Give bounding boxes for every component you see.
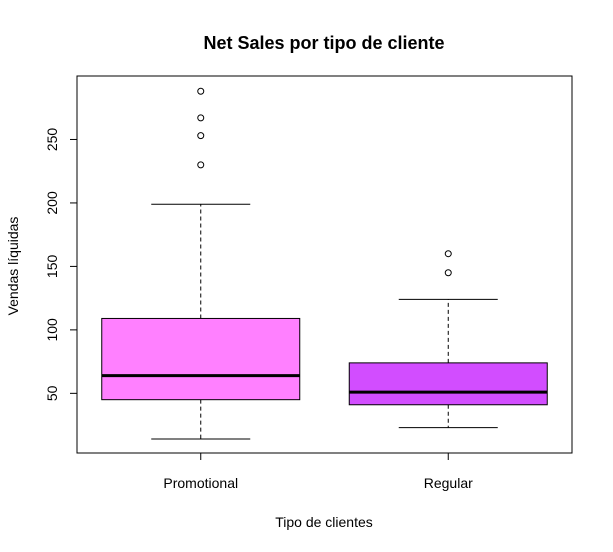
- box-iqr: [101, 317, 301, 401]
- x-axis: Promotional Regular: [163, 452, 473, 491]
- outlier-point: [197, 87, 205, 95]
- y-axis-title: Vendas líquidas: [5, 217, 21, 316]
- x-axis-title: Tipo de clientes: [275, 514, 373, 530]
- outlier-point: [197, 114, 205, 122]
- outlier-point: [197, 132, 205, 140]
- box-series: [101, 87, 548, 440]
- x-tick-label: Promotional: [163, 475, 238, 491]
- chart-title: Net Sales por tipo de cliente: [203, 33, 444, 53]
- y-tick-label: 250: [44, 128, 60, 152]
- outlier-point: [197, 161, 205, 169]
- y-tick-label: 100: [44, 318, 60, 342]
- x-tick-label: Regular: [424, 475, 473, 491]
- box-iqr: [348, 362, 548, 406]
- y-tick-label: 50: [44, 385, 60, 401]
- y-axis: 50 100 150 200 250: [44, 128, 78, 401]
- outlier-point: [444, 269, 452, 277]
- outlier-point: [444, 250, 452, 258]
- box-promotional: [101, 87, 301, 440]
- box-regular: [348, 250, 548, 429]
- y-tick-label: 200: [44, 191, 60, 215]
- y-tick-label: 150: [44, 255, 60, 279]
